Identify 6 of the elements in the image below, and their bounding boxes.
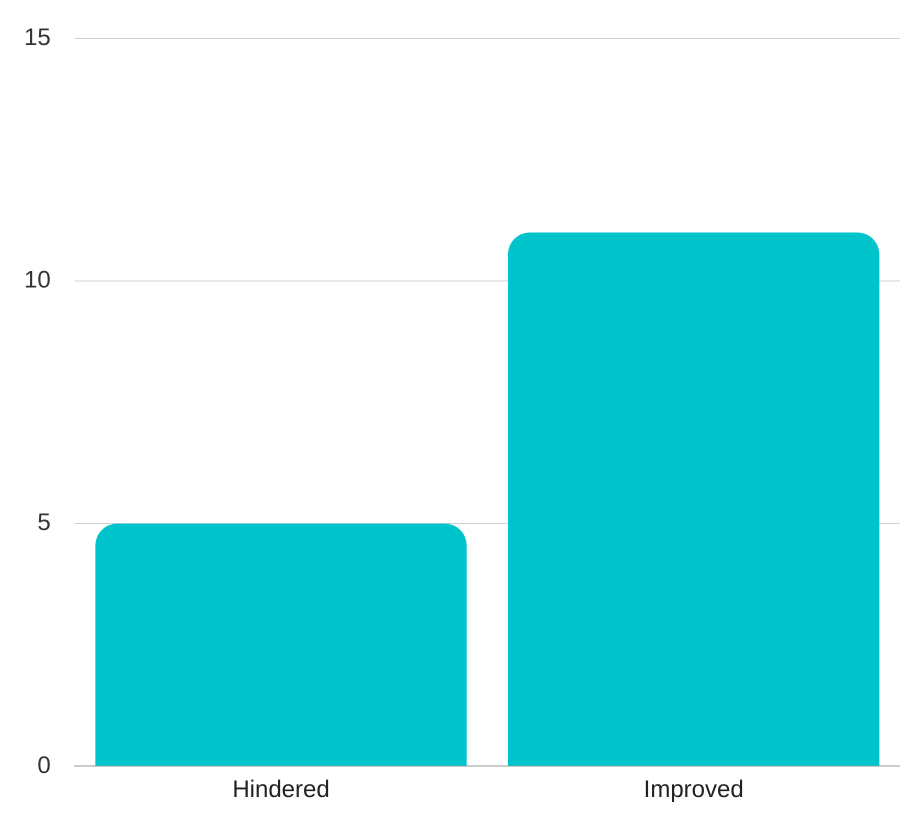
- y-tick-label: 15: [24, 24, 51, 52]
- x-tick-label: Improved: [644, 776, 744, 804]
- y-tick-label: 10: [24, 266, 51, 294]
- y-tick-label: 0: [37, 752, 51, 779]
- x-tick-label: Hindered: [232, 776, 330, 804]
- y-tick-label: 5: [37, 509, 51, 536]
